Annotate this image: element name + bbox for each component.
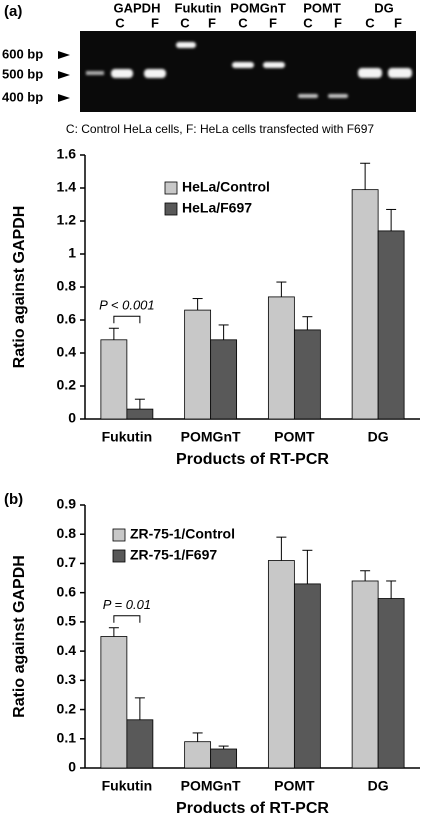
- gene-label: GAPDH: [114, 0, 161, 15]
- bar: [293, 583, 321, 769]
- lane-label: F: [208, 15, 216, 30]
- x-axis-label: Products of RT-PCR: [176, 800, 329, 816]
- x-tick-label: DG: [368, 778, 389, 794]
- significance-bracket: [113, 615, 141, 623]
- gene-label: POMT: [303, 0, 341, 15]
- lane-label: F: [394, 15, 402, 30]
- annotation: P < 0.001: [99, 298, 155, 313]
- legend-label: ZR-75-1/F697: [130, 547, 217, 563]
- annotation: P = 0.01: [103, 597, 151, 612]
- x-tick-label: POMGnT: [181, 429, 241, 445]
- gel-bands: [86, 42, 412, 98]
- gene-label: DG: [374, 0, 394, 15]
- x-tick-label: POMT: [274, 429, 315, 445]
- lane-label: F: [269, 15, 277, 30]
- y-tick-label: 0.8: [57, 525, 77, 541]
- x-tick-label: POMT: [274, 778, 315, 794]
- legend-label: ZR-75-1/Control: [130, 526, 235, 542]
- y-tick-label: 0: [68, 410, 76, 426]
- lane-label: C: [303, 15, 313, 30]
- bar: [126, 719, 154, 769]
- lane-label: C: [365, 15, 375, 30]
- x-tick-label: POMGnT: [181, 778, 241, 794]
- legend-swatch: [112, 549, 126, 563]
- size-marker: 600 bp: [2, 46, 43, 61]
- y-tick-label: 0.2: [57, 377, 77, 393]
- y-tick-label: 0: [68, 759, 76, 775]
- y-tick-label: 1: [68, 245, 76, 261]
- lane-label: C: [115, 15, 125, 30]
- marker-arrows: [58, 51, 70, 102]
- bar: [351, 580, 379, 769]
- caption: C: Control HeLa cells, F: HeLa cells tra…: [66, 122, 374, 136]
- legend-swatch: [112, 528, 126, 542]
- bar: [210, 748, 238, 769]
- y-axis-label: Ratio against GAPDH: [11, 555, 28, 718]
- y-tick-label: 0.4: [57, 642, 77, 658]
- bar: [100, 636, 128, 769]
- y-tick-label: 0.6: [57, 583, 77, 599]
- panel-label: (a): [4, 3, 22, 20]
- gene-label: Fukutin: [175, 0, 222, 15]
- legend-swatch: [164, 181, 178, 195]
- bar: [210, 339, 238, 420]
- significance-bracket: [113, 315, 141, 324]
- y-tick-label: 1.6: [57, 146, 77, 162]
- bar: [184, 309, 212, 420]
- y-tick-label: 0.3: [57, 671, 77, 687]
- y-tick-label: 1.2: [57, 212, 77, 228]
- lane-label: C: [180, 15, 190, 30]
- legend-swatch: [164, 202, 178, 216]
- bar: [377, 598, 405, 769]
- bar: [100, 339, 128, 420]
- y-tick-label: 0.1: [57, 729, 77, 745]
- x-tick-label: Fukutin: [102, 429, 153, 445]
- bar: [351, 189, 379, 420]
- lane-label: C: [238, 15, 248, 30]
- x-tick-label: Fukutin: [102, 778, 153, 794]
- bar: [126, 408, 154, 420]
- panel-label: (b): [4, 491, 23, 508]
- y-tick-label: 0.7: [57, 554, 77, 570]
- y-tick-label: 1.4: [57, 179, 77, 195]
- y-tick-label: 0.5: [57, 613, 77, 629]
- legend-label: HeLa/Control: [182, 179, 270, 195]
- bar: [377, 230, 405, 420]
- y-tick-label: 0.2: [57, 700, 77, 716]
- gene-label: POMGnT: [230, 0, 286, 15]
- y-tick-label: 0.6: [57, 311, 77, 327]
- lane-label: F: [151, 15, 159, 30]
- x-axis-label: Products of RT-PCR: [176, 451, 329, 468]
- x-tick-label: DG: [368, 429, 389, 445]
- bar: [184, 741, 212, 769]
- size-marker: 500 bp: [2, 66, 43, 81]
- y-axis-label: Ratio against GAPDH: [11, 206, 28, 369]
- bar: [267, 560, 295, 769]
- bar: [293, 329, 321, 420]
- y-tick-label: 0.9: [57, 496, 77, 512]
- y-tick-label: 0.4: [57, 344, 77, 360]
- legend-label: HeLa/F697: [182, 200, 252, 216]
- size-marker: 400 bp: [2, 89, 43, 104]
- lane-label: F: [334, 15, 342, 30]
- y-tick-label: 0.8: [57, 278, 77, 294]
- bar: [267, 296, 295, 420]
